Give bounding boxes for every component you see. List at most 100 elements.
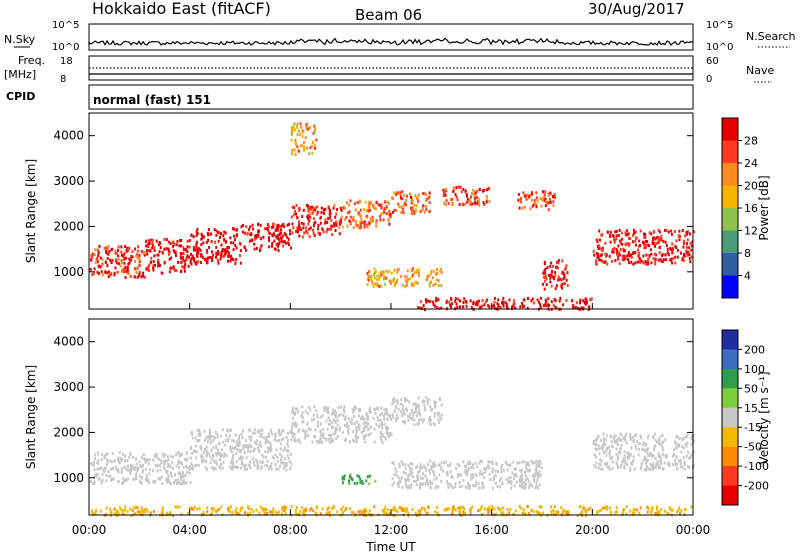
- scatter-cell: [192, 235, 195, 239]
- scatter-cell: [534, 486, 537, 489]
- scatter-cell: [214, 466, 217, 470]
- scatter-cell: [454, 508, 457, 512]
- scatter-cell: [298, 220, 300, 224]
- scatter-cell: [597, 255, 600, 258]
- scatter-cell: [152, 510, 155, 513]
- scatter-cell: [683, 241, 685, 245]
- scatter-cell: [195, 240, 198, 244]
- scatter-cell: [429, 405, 432, 409]
- scatter-cell: [286, 442, 289, 446]
- scatter-cell: [342, 413, 345, 417]
- scatter-cell: [364, 200, 367, 204]
- scatter-cell: [103, 456, 106, 460]
- scatter-cell: [511, 305, 514, 309]
- scatter-cell: [96, 256, 99, 260]
- scatter-cell: [651, 506, 654, 510]
- scatter-cell: [370, 274, 373, 278]
- scatter-cell: [383, 210, 386, 214]
- scatter-cell: [455, 302, 458, 306]
- scatter-cell: [234, 465, 237, 469]
- scatter-cell: [592, 249, 595, 253]
- colorbar-block: [722, 163, 738, 186]
- scatter-cell: [167, 463, 170, 467]
- scatter-cell: [303, 145, 306, 149]
- scatter-cell: [374, 412, 377, 415]
- scatter-cell: [209, 461, 212, 465]
- scatter-cell: [307, 214, 310, 218]
- scatter-cell: [191, 256, 194, 260]
- scatter-cell: [480, 505, 483, 509]
- scatter-cell: [365, 509, 368, 513]
- scatter-cell: [376, 274, 379, 278]
- scatter-cell: [454, 482, 457, 485]
- scatter-cell: [188, 471, 191, 475]
- scatter-cell: [508, 480, 511, 484]
- scatter-cell: [296, 226, 299, 230]
- scatter-cell: [267, 440, 270, 444]
- scatter-cell: [297, 228, 300, 232]
- scatter-cell: [329, 208, 331, 212]
- scatter-cell: [361, 512, 364, 516]
- scatter-cell: [277, 225, 280, 229]
- scatter-cell: [479, 305, 482, 309]
- scatter-cell: [165, 511, 168, 515]
- scatter-cell: [348, 479, 350, 483]
- scatter-cell: [423, 210, 426, 214]
- scatter-cell: [463, 507, 466, 511]
- scatter-cell: [404, 396, 407, 400]
- scatter-cell: [211, 466, 213, 470]
- scatter-cell: [179, 239, 181, 243]
- scatter-cell: [678, 229, 681, 233]
- colorbar-tick-label: -200: [744, 480, 769, 493]
- scatter-cell: [130, 258, 132, 262]
- scatter-cell: [166, 471, 169, 475]
- scatter-cell: [383, 282, 386, 286]
- scatter-cell: [641, 443, 644, 447]
- scatter-cell: [457, 506, 460, 510]
- scatter-cell: [385, 205, 388, 209]
- scatter-cell: [350, 510, 353, 514]
- scatter-cell: [615, 237, 618, 241]
- scatter-cell: [613, 238, 615, 242]
- scatter-cell: [405, 509, 408, 513]
- scatter-cell: [666, 454, 669, 458]
- scatter-cell: [509, 463, 512, 467]
- scatter-cell: [160, 476, 163, 480]
- scatter-cell: [120, 457, 123, 461]
- scatter-cell: [234, 433, 237, 437]
- scatter-cell: [269, 510, 272, 514]
- scatter-cell: [217, 508, 220, 512]
- scatter-cell: [322, 434, 324, 438]
- scatter-cell: [255, 508, 258, 512]
- scatter-cell: [128, 262, 131, 266]
- scatter-cell: [206, 231, 209, 235]
- scatter-cell: [368, 512, 370, 516]
- scatter-cell: [671, 242, 674, 246]
- scatter-cell: [253, 431, 256, 435]
- scatter-cell: [307, 217, 310, 221]
- scatter-cell: [434, 403, 437, 407]
- scatter-cell: [241, 456, 244, 460]
- scatter-cell: [613, 240, 616, 244]
- scatter-cell: [401, 414, 404, 418]
- scatter-cell: [672, 247, 674, 251]
- scatter-cell: [410, 474, 413, 478]
- scatter-cell: [462, 301, 465, 304]
- scatter-cell: [246, 467, 249, 471]
- scatter-cell: [395, 417, 398, 421]
- scatter-cell: [243, 511, 246, 515]
- scatter-cell: [159, 459, 162, 463]
- scatter-cell: [201, 234, 204, 238]
- scatter-cell: [405, 407, 408, 411]
- scatter-cell: [152, 266, 154, 270]
- scatter-cell: [459, 299, 461, 303]
- scatter-cell: [532, 301, 535, 305]
- scatter-cell: [162, 459, 165, 463]
- scatter-cell: [163, 261, 166, 264]
- scatter-cell: [119, 264, 122, 268]
- scatter-cell: [229, 465, 232, 469]
- scatter-cell: [629, 432, 632, 436]
- scatter-cell: [647, 506, 650, 510]
- scatter-cell: [138, 272, 141, 276]
